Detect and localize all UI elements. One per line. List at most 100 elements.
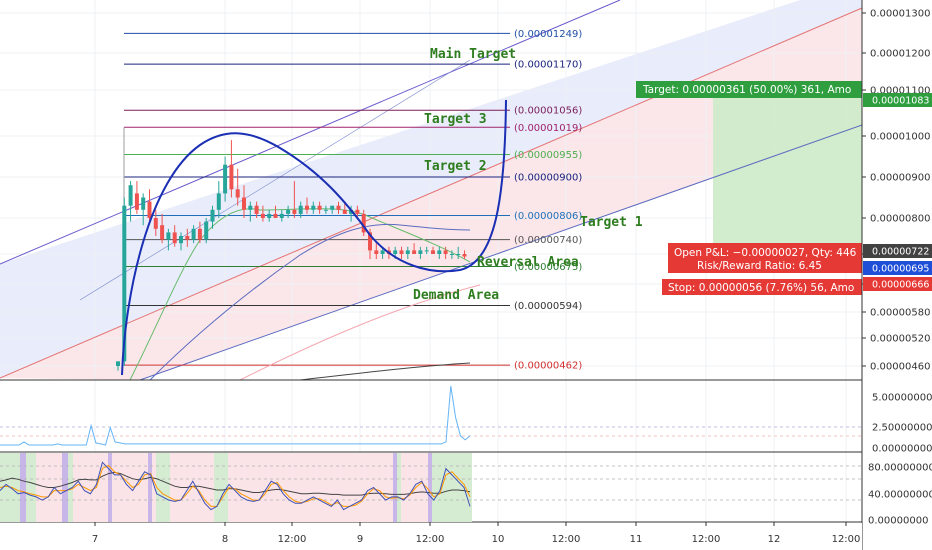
candle [399,246,404,259]
indicator2-purple-band [148,453,152,522]
time-tick-label: 7 [92,534,98,545]
candle-body [336,205,341,210]
price-tick-label: 0.00000900 [870,173,930,184]
rr-label: Risk/Reward Ratio: 6.45 [697,260,822,272]
candle-body [405,250,410,254]
candle-body [298,205,303,214]
target-price-tag: 0.00001083 [872,96,929,107]
candle [330,205,335,214]
candle [267,209,272,222]
time-tick-label: 12:00 [692,534,721,545]
candle [361,209,366,236]
candle-body [273,213,278,218]
stop-price-tag-bg [863,277,932,291]
price-tick-label: 0.00000460 [870,362,930,373]
candle [153,209,158,236]
candle [443,246,448,259]
candle [147,189,152,222]
candle-body [456,254,461,255]
candle-body [141,197,146,210]
candle-body [260,213,265,218]
target-price-tag-bg [863,93,932,107]
candle-body [292,209,297,214]
time-axis: 7 8 12:00 9 12:00 10 12:00 11 12:00 12 12:00 [0,522,862,550]
candle [437,246,442,259]
candle [273,205,278,218]
ma-pink [239,284,481,381]
fib-label: (0.00000462) [514,361,582,372]
candle-body [128,185,133,206]
annotations: Main Target Target 3 Target 2 Target 1 Rever… [413,47,643,303]
candle [197,221,202,244]
candle [317,201,322,214]
candle-body [311,205,316,210]
candle-body [122,205,127,362]
annotation-label: Target 1 [580,215,643,230]
candle-body [418,250,423,254]
time-tick-label: 12 [768,534,781,545]
candle-body [355,209,360,214]
candle [172,225,177,247]
entry-price-tag-bg [863,261,932,275]
time-tick-label: 10 [492,534,505,545]
target-label: Target: 0.00000361 (50.00%) 361, Amo [642,84,851,96]
fib-label: (0.00000594) [514,301,582,312]
stop-label: Stop: 0.00000056 (7.76%) 56, Amo [668,282,854,294]
candles [116,140,467,371]
candle-body [393,250,398,254]
fib-label: (0.00001019) [514,123,582,134]
candle [191,225,196,244]
indicator2-green-band [65,453,73,522]
indicator2-tick-label: 40.00000000 [868,490,932,501]
indicator1-tick-label: 2.50000000 [872,423,932,434]
indicator2-green-band [214,453,228,522]
candle-body [305,205,309,210]
time-axis-bg [0,523,862,550]
candle-body [279,213,284,218]
time-tick-label: 11 [630,534,643,545]
candle-body [197,228,202,240]
annotation-label: Target 3 [424,112,487,127]
target-label-box [636,81,862,98]
candle-body [380,250,385,254]
annotation-label: Reversal Area [477,255,579,270]
candle [210,205,215,229]
fib-label: (0.00001170) [514,60,582,71]
candle [204,218,209,244]
price-tick-label: 0.00001100 [870,86,930,97]
candle [134,181,139,214]
moving-averages [129,208,481,381]
ma-green [129,208,471,381]
candle-body [399,250,404,254]
candle-body [166,232,171,240]
candle [298,201,303,218]
cup-curve [121,99,507,376]
candle [462,250,467,259]
candle-body [323,209,328,211]
candle-body [242,197,246,210]
candle-body [147,201,152,218]
indicator2-green-band [396,453,401,522]
candle [160,213,165,244]
candle [336,201,341,214]
candle [166,228,171,251]
candle [449,250,454,259]
indicator2-tick-label: 80.00000000 [868,463,932,474]
candle-body [412,250,417,254]
last-price-tag-bg [863,244,932,258]
candle-body [229,164,234,190]
candle-body [191,228,196,240]
indicator2-green-band [0,453,36,522]
candle [128,181,133,222]
price-tick-label: 0.00001300 [870,9,930,20]
price-axis: 0.00001300 0.00001200 0.00001100 0.00001000… [861,0,932,550]
candle-body [286,209,291,214]
fib-label: (0.00000675) [514,262,582,273]
price-tick-label: 0.00001200 [870,49,930,60]
pitchfork-line [79,59,471,301]
last-price-tag: 0.00000722 [872,247,929,258]
annotation-label: Main Target [430,47,516,62]
annotation-label: Demand Area [413,288,499,303]
candle-body [462,254,467,257]
channel-mid-line [0,7,863,379]
